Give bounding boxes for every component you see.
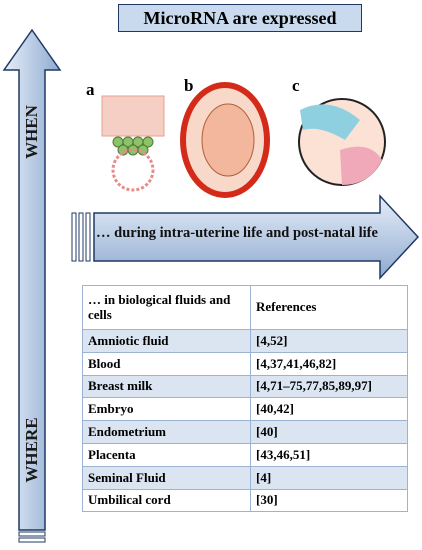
table-row: Seminal Fluid [4] xyxy=(82,465,408,490)
table-row: Endometrium [40] xyxy=(82,420,408,444)
vertical-arrow xyxy=(2,28,62,531)
fluid-cell: Blood xyxy=(82,351,251,376)
illustration-b xyxy=(180,82,270,198)
timeline-text: … during intra-uterine life and post-nat… xyxy=(96,225,378,241)
table-row: Blood [4,37,41,46,82] xyxy=(82,351,408,376)
reference-cell: [30] xyxy=(250,488,408,513)
fluid-cell: Umbilical cord xyxy=(82,488,251,513)
reference-cell: [40,42] xyxy=(250,397,408,422)
panel-label: a xyxy=(86,80,95,99)
arrow-stripe xyxy=(71,212,77,262)
table-row: Umbilical cord [30] xyxy=(82,488,408,513)
illustration-a xyxy=(101,95,165,192)
reference-cell: [4,52] xyxy=(250,329,408,353)
table-row: Embryo [40,42] xyxy=(82,397,408,422)
panel-label: b xyxy=(184,76,194,95)
horizontal-arrow xyxy=(93,194,420,280)
reference-cell: [40] xyxy=(250,420,408,444)
fluid-cell: Seminal Fluid xyxy=(82,465,251,490)
table: … in biological fluids and cells Referen… xyxy=(82,285,408,513)
header-cell: References xyxy=(250,285,408,330)
reference-cell: [4,37,41,46,82] xyxy=(250,351,408,376)
illustration-c xyxy=(298,98,386,186)
arrow-stripe xyxy=(18,531,46,537)
fluid-cell: Embryo xyxy=(82,397,251,422)
fluid-cell: Endometrium xyxy=(82,420,251,444)
arrow-stripe xyxy=(85,212,91,262)
fluid-cell: Placenta xyxy=(82,442,251,467)
when-label: WHEN xyxy=(22,105,41,159)
reference-cell: [4,71–75,77,85,89,97] xyxy=(250,374,408,399)
panel-label: c xyxy=(292,76,300,95)
header-row: … in biological fluids and cells Referen… xyxy=(82,285,408,330)
table-row: Placenta [43,46,51] xyxy=(82,442,408,467)
table-row: Breast milk [4,71–75,77,85,89,97] xyxy=(82,374,408,399)
reference-cell: [43,46,51] xyxy=(250,442,408,467)
fluid-cell: Amniotic fluid xyxy=(82,329,251,353)
where-label: WHERE xyxy=(22,417,41,483)
header-cell: … in biological fluids and cells xyxy=(82,285,251,330)
reference-cell: [4] xyxy=(250,465,408,490)
table-row: Amniotic fluid [4,52] xyxy=(82,329,408,353)
title: MicroRNA are expressed xyxy=(118,4,362,32)
arrow-stripe xyxy=(78,212,84,262)
fluid-cell: Breast milk xyxy=(82,374,251,399)
arrow-stripe xyxy=(18,537,46,543)
